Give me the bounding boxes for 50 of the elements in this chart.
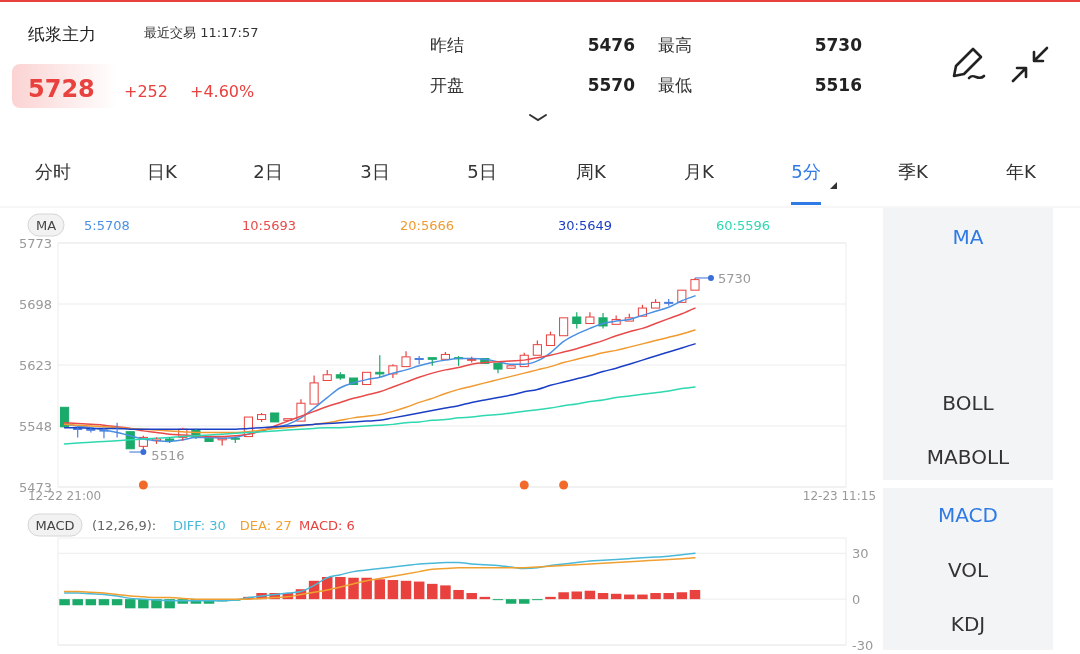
text: 5:5708 [84,218,130,233]
text: +252 [124,82,168,101]
legend-title: MACD [35,518,75,533]
x-tick-label: 12-23 11:15 [802,489,877,503]
text: 分时 [35,161,71,182]
text: MABOLL [926,445,1011,469]
y-tick-label: 0 [852,591,861,607]
text: 5516 [814,75,862,95]
y-tick-label: 5548 [18,418,52,434]
text: DIFF: 30 [173,518,226,533]
text: 周K [576,161,608,182]
text: BOLL [942,391,995,415]
text: 2日 [253,161,283,182]
text: 昨结 [430,35,464,55]
text: 5730 [814,35,863,55]
text: +4.60% [190,82,255,101]
text: MACD: 6 [299,518,355,533]
text: 最低 [658,75,692,95]
y-tick-label: 30 [852,545,869,561]
y-tick-label: 5623 [18,357,52,373]
annotation: 5730 [717,270,752,286]
text: 5日 [467,161,497,182]
text: 日K [147,161,179,182]
text: 月K [684,161,716,182]
text: 季K [898,161,930,182]
text: DEA: 27 [239,518,292,533]
text: MACD [938,503,998,527]
text: 开盘 [430,75,464,95]
chart-title: (12,26,9): [92,518,157,533]
text: 3日 [360,161,390,182]
text: 最近交易 11:17:57 [144,25,259,40]
text: 5分 [791,161,821,182]
text: 纸浆主力 [28,24,96,44]
text: 10:5693 [242,218,297,233]
text: 5728 [28,75,95,103]
y-tick-label: 5773 [18,235,52,251]
legend-title: MA [35,218,57,233]
text: 20:5666 [400,218,455,233]
text: MA [952,225,984,249]
text: VOL [947,558,989,582]
y-tick-label: -30 [852,637,874,653]
annotation: 5516 [151,448,185,464]
text: KDJ [950,612,986,636]
text: 30:5649 [558,218,613,233]
text: 最高 [658,35,692,55]
text: 5476 [587,35,635,55]
text: 60:5596 [716,218,771,233]
text: 5570 [587,75,636,95]
text: 年K [1006,161,1038,182]
y-tick-label: 5698 [18,296,52,312]
